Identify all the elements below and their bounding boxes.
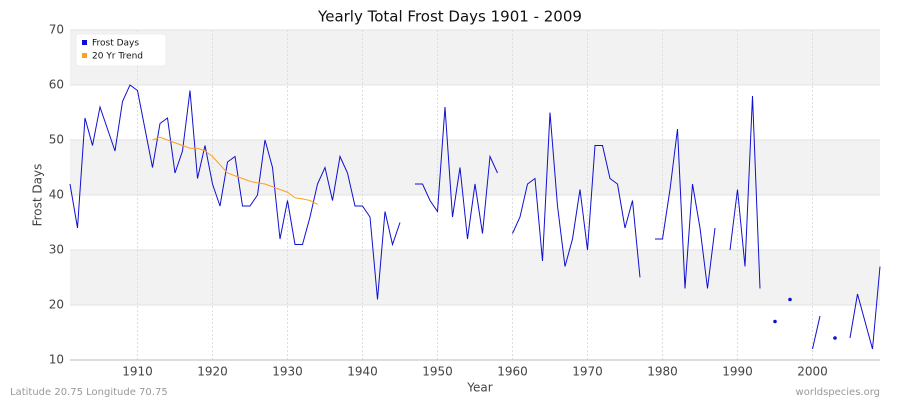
y-tick-label: 40: [49, 188, 64, 202]
x-tick-label: 1970: [572, 365, 603, 379]
series-line: [69, 84, 401, 300]
chart-title: Yearly Total Frost Days 1901 - 2009: [317, 8, 582, 26]
x-tick-label: 1980: [647, 365, 678, 379]
data-point: [833, 336, 837, 340]
grid-band: [70, 30, 880, 85]
legend-swatch: [82, 40, 87, 45]
footer-location: Latitude 20.75 Longitude 70.75: [10, 387, 168, 398]
y-tick-label: 10: [49, 353, 64, 367]
data-point: [788, 297, 792, 302]
y-tick-label: 20: [49, 298, 64, 312]
y-tick-label: 30: [49, 243, 64, 257]
x-tick-label: 1920: [197, 365, 228, 379]
x-tick-label: 2000: [797, 365, 828, 379]
x-axis-label: Year: [466, 381, 492, 395]
y-tick-label: 70: [49, 23, 64, 37]
y-axis-label: Frost Days: [31, 164, 45, 227]
series-line: [152, 136, 318, 205]
x-tick-label: 1960: [497, 365, 528, 379]
x-tick-label: 1950: [422, 365, 453, 379]
series-line: [812, 315, 821, 350]
legend-swatch: [82, 53, 87, 58]
legend-label: 20 Yr Trend: [92, 52, 143, 62]
legend-label: Frost Days: [92, 39, 139, 49]
y-tick-label: 50: [49, 133, 64, 147]
series-line: [512, 112, 641, 278]
x-tick-label: 1940: [347, 365, 378, 379]
y-tick-label: 60: [49, 78, 64, 92]
legend-box: [75, 33, 167, 67]
data-point: [773, 319, 777, 324]
series-line: [655, 128, 716, 289]
x-tick-label: 1930: [272, 365, 303, 379]
series-line: [849, 266, 881, 350]
series-line: [729, 95, 761, 289]
x-tick-label: 1990: [722, 365, 753, 379]
x-tick-label: 1910: [122, 365, 153, 379]
series-line: [415, 106, 498, 240]
footer-source: worldspecies.org: [796, 387, 880, 398]
